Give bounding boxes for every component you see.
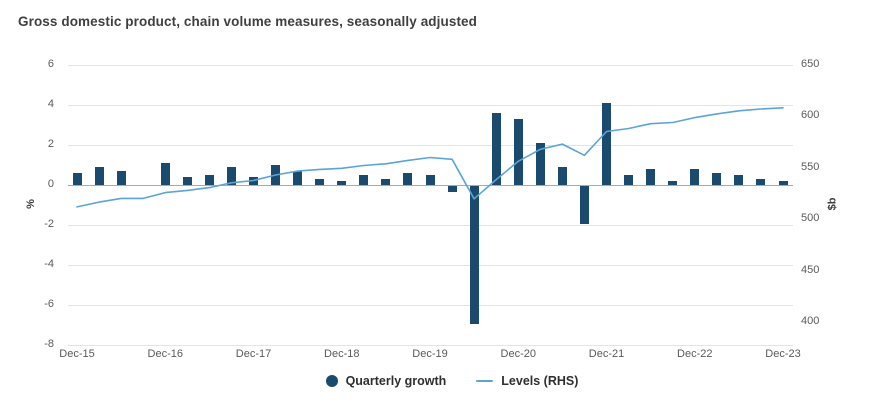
- bar-series-marker-icon: [325, 375, 338, 387]
- bar-Mar-17: [182, 177, 192, 185]
- x-axis-tick: Dec-17: [235, 348, 272, 360]
- gridline: [68, 265, 793, 266]
- legend-bar-label: Quarterly growth: [345, 374, 447, 388]
- bar-Dec-17: [249, 177, 258, 185]
- levels-line: [76, 107, 784, 208]
- bar-Mar-20: [447, 186, 457, 192]
- bar-Mar-23: [712, 173, 722, 185]
- y-axis-right-title: $b: [826, 197, 839, 211]
- bar-Jun-23: [734, 175, 744, 185]
- gridline: [68, 225, 793, 226]
- bar-Dec-18: [337, 181, 347, 185]
- x-axis-tick: Dec-22: [677, 348, 713, 360]
- y-axis-left-title: %: [24, 199, 37, 209]
- y-axis-left-tick: -8: [44, 338, 54, 350]
- bar-Dec-22: [690, 169, 700, 185]
- x-axis-tick: Dec-20: [500, 348, 536, 360]
- bar-Dec-16: [160, 163, 170, 185]
- bar-Mar-19: [359, 175, 369, 185]
- bar-Mar-16: [94, 167, 104, 185]
- line-series-marker-icon: [476, 379, 494, 383]
- bar-Dec-20: [513, 119, 523, 185]
- bar-Mar-21: [535, 143, 545, 185]
- bar-Jun-19: [381, 179, 391, 185]
- bar-Jun-20: [469, 186, 479, 324]
- x-axis-tick: Dec-15: [59, 348, 95, 360]
- bar-Sep-23: [756, 179, 766, 185]
- legend-item-levels: Levels (RHS): [476, 374, 578, 388]
- y-axis-right-tick: 650: [801, 58, 820, 70]
- y-axis-left-tick: 2: [47, 138, 54, 150]
- zero-gridline: [68, 185, 793, 186]
- bar-Sep-17: [226, 167, 236, 185]
- y-axis-left-tick: -2: [44, 218, 54, 230]
- bar-Sep-22: [668, 181, 678, 185]
- gridline: [68, 65, 793, 66]
- y-axis-right-tick: 400: [801, 315, 820, 327]
- x-axis-tick: Dec-21: [588, 348, 625, 360]
- bar-Jun-22: [646, 169, 656, 185]
- legend-line-label: Levels (RHS): [501, 374, 579, 388]
- y-axis-left-tick: 4: [47, 98, 54, 110]
- x-axis-tick: Dec-23: [765, 348, 801, 360]
- bar-Dec-23: [778, 181, 788, 185]
- x-axis-tick: Dec-16: [147, 348, 183, 360]
- gridline: [68, 305, 793, 306]
- bar-Mar-18: [271, 165, 281, 185]
- bar-Jun-21: [557, 167, 567, 185]
- gridline: [68, 345, 793, 346]
- bar-Dec-19: [425, 175, 435, 185]
- bar-Sep-18: [315, 179, 325, 185]
- x-axis-tick: Dec-19: [412, 348, 448, 360]
- y-axis-right-tick: 600: [801, 109, 820, 122]
- bar-Mar-22: [624, 175, 634, 185]
- bar-Jun-18: [293, 171, 303, 185]
- bar-Sep-21: [579, 186, 589, 224]
- bar-Dec-21: [602, 103, 611, 185]
- y-axis-right-tick: 450: [801, 263, 820, 276]
- y-axis-right-tick: 500: [801, 212, 820, 225]
- legend: Quarterly growth Levels (RHS): [12, 374, 880, 388]
- chart-title: Gross domestic product, chain volume mea…: [18, 14, 478, 29]
- bar-Sep-19: [403, 173, 413, 185]
- legend-item-quarterly-growth: Quarterly growth: [325, 374, 447, 388]
- y-axis-left-tick: 0: [47, 178, 54, 190]
- bar-Jun-17: [204, 175, 214, 185]
- bar-Dec-15: [72, 173, 82, 185]
- x-axis-tick: Dec-18: [324, 348, 360, 360]
- bar-Sep-20: [491, 113, 501, 185]
- bar-Jun-16: [116, 171, 126, 185]
- y-axis-right-tick: 550: [801, 160, 820, 173]
- y-axis-left-tick: -4: [44, 258, 54, 270]
- gridline: [68, 145, 793, 146]
- y-axis-left-tick: -6: [44, 298, 54, 310]
- y-axis-left-tick: 6: [47, 58, 54, 70]
- gridline: [68, 105, 793, 106]
